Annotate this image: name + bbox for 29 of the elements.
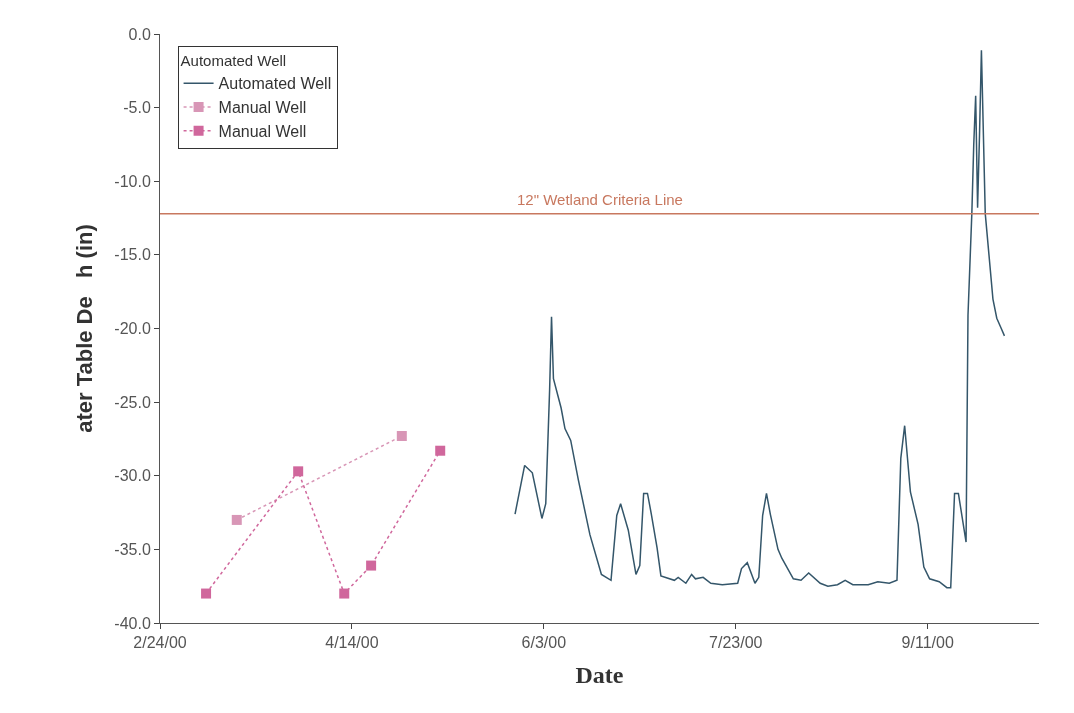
point (293, 466, 304, 477)
y-tick-label: -40.0 (114, 614, 151, 632)
x-tick-label: 6/3/00 (521, 634, 567, 652)
point (435, 445, 446, 456)
y-axis-title: ater Table De h (in) (72, 224, 98, 433)
point (231, 514, 242, 525)
legend-label: Manual Well (218, 123, 307, 141)
x-tick-label: 7/23/00 (709, 634, 763, 652)
x-tick-label: 2/24/00 (133, 634, 187, 652)
point (201, 588, 212, 599)
legend-label: Manual Well (218, 99, 307, 117)
y-tick-label: -5.0 (123, 99, 151, 117)
y-tick-label: -25.0 (114, 393, 151, 411)
y-tick-label: -20.0 (114, 320, 151, 338)
x-tick-label: 4/14/00 (325, 634, 379, 652)
x-tick-label: 9/11/00 (901, 634, 954, 652)
point (396, 430, 407, 441)
x-axis-title: Date (575, 661, 624, 688)
y-tick-label: -30.0 (114, 467, 151, 485)
legend-title: Automated Well (180, 52, 287, 70)
y-tick-label: -10.0 (114, 172, 151, 190)
point (366, 560, 377, 571)
point (339, 588, 350, 599)
line-series (514, 49, 1006, 589)
legend-label: Automated Well (218, 75, 332, 93)
y-tick-label: -35.0 (114, 540, 151, 558)
y-tick-label: 0.0 (128, 25, 151, 43)
ref-line-label: 12" Wetland Criteria Line (517, 191, 683, 208)
y-tick-label: -15.0 (114, 246, 151, 264)
